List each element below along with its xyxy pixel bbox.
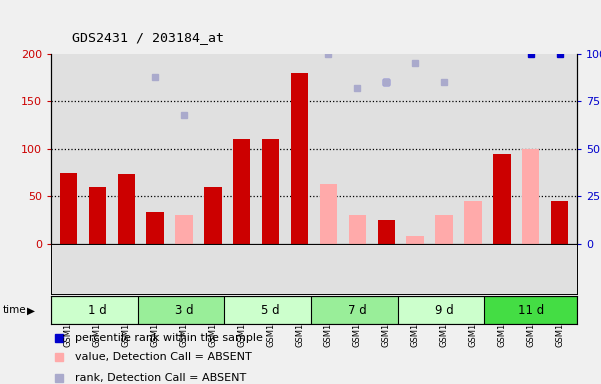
- Bar: [224, 296, 317, 324]
- Bar: [311, 296, 404, 324]
- Bar: [406, 236, 424, 244]
- Bar: [484, 296, 577, 324]
- Text: 9 d: 9 d: [435, 304, 453, 316]
- Bar: [138, 296, 230, 324]
- Bar: [551, 201, 569, 244]
- Text: 11 d: 11 d: [517, 304, 544, 316]
- Text: GDS2431 / 203184_at: GDS2431 / 203184_at: [72, 31, 224, 44]
- Bar: [377, 220, 395, 244]
- Text: rank, Detection Call = ABSENT: rank, Detection Call = ABSENT: [75, 372, 246, 382]
- Bar: [233, 139, 251, 244]
- Bar: [262, 139, 279, 244]
- Bar: [88, 187, 106, 244]
- Bar: [435, 215, 453, 244]
- Text: 5 d: 5 d: [261, 304, 280, 316]
- Text: 3 d: 3 d: [175, 304, 194, 316]
- Bar: [51, 296, 144, 324]
- Bar: [147, 212, 163, 244]
- Bar: [175, 215, 193, 244]
- Bar: [522, 149, 539, 244]
- Bar: [349, 215, 366, 244]
- Text: ▶: ▶: [27, 305, 35, 315]
- Text: 1 d: 1 d: [88, 304, 107, 316]
- Bar: [493, 154, 510, 244]
- Bar: [398, 296, 490, 324]
- Bar: [204, 187, 222, 244]
- Text: 7 d: 7 d: [348, 304, 367, 316]
- Text: time: time: [3, 305, 26, 315]
- Bar: [118, 174, 135, 244]
- Bar: [291, 73, 308, 244]
- Bar: [320, 184, 337, 244]
- Bar: [59, 172, 77, 244]
- Text: percentile rank within the sample: percentile rank within the sample: [75, 333, 263, 343]
- Text: count: count: [75, 313, 106, 323]
- Bar: [464, 201, 481, 244]
- Text: value, Detection Call = ABSENT: value, Detection Call = ABSENT: [75, 353, 251, 362]
